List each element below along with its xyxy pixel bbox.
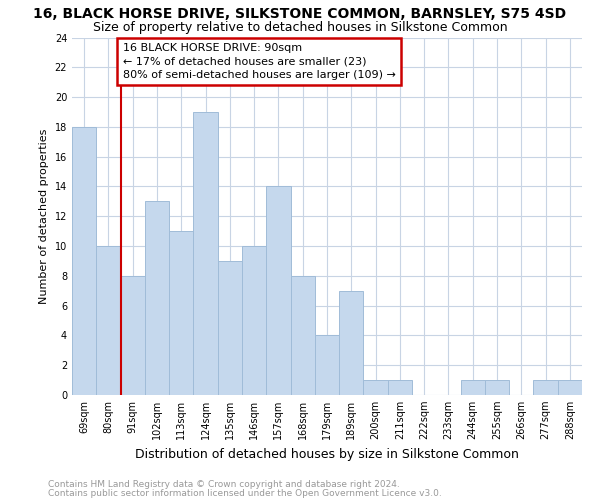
Bar (218, 261, 242, 395)
Text: Size of property relative to detached houses in Silkstone Common: Size of property relative to detached ho… (92, 21, 508, 34)
Text: Contains HM Land Registry data © Crown copyright and database right 2024.: Contains HM Land Registry data © Crown c… (48, 480, 400, 489)
Bar (193, 112, 218, 395)
Bar (121, 276, 145, 395)
Bar (388, 380, 412, 395)
Bar (485, 380, 509, 395)
Text: 16 BLACK HORSE DRIVE: 90sqm
← 17% of detached houses are smaller (23)
80% of sem: 16 BLACK HORSE DRIVE: 90sqm ← 17% of det… (123, 44, 396, 80)
Bar (266, 186, 290, 395)
Bar (364, 380, 388, 395)
Bar (290, 276, 315, 395)
Bar (558, 380, 582, 395)
Text: Contains public sector information licensed under the Open Government Licence v3: Contains public sector information licen… (48, 489, 442, 498)
Bar (169, 231, 193, 395)
Text: 16, BLACK HORSE DRIVE, SILKSTONE COMMON, BARNSLEY, S75 4SD: 16, BLACK HORSE DRIVE, SILKSTONE COMMON,… (34, 8, 566, 22)
Bar (339, 290, 364, 395)
Y-axis label: Number of detached properties: Number of detached properties (39, 128, 49, 304)
Bar (96, 246, 121, 395)
Bar (72, 127, 96, 395)
Bar (315, 336, 339, 395)
Bar (145, 202, 169, 395)
Bar (533, 380, 558, 395)
Bar (461, 380, 485, 395)
Bar (242, 246, 266, 395)
X-axis label: Distribution of detached houses by size in Silkstone Common: Distribution of detached houses by size … (135, 448, 519, 460)
